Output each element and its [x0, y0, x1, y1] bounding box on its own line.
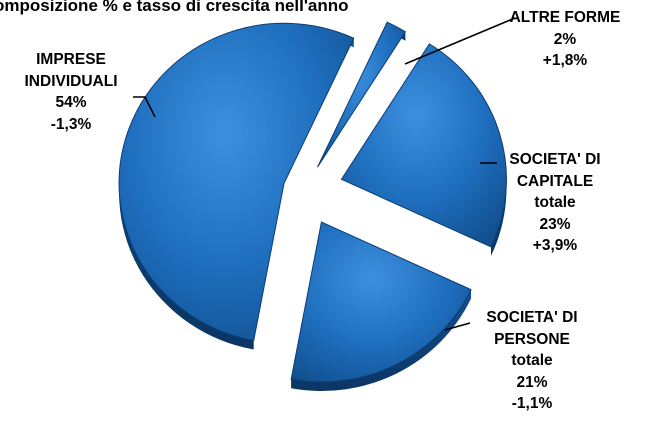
slice-name-line2: PERSONE — [494, 330, 570, 348]
slice-label-societa-capitale: SOCIETA' DI CAPITALE totale 23% +3,9% — [500, 149, 610, 257]
slice-percent: 21% — [516, 373, 548, 391]
slice-name: SOCIETA' DI — [509, 151, 601, 168]
slice-label-imprese-individuali: IMPRESE INDIVIDUALI 54% -1,3% — [6, 49, 136, 135]
chart-title: omposizione % e tasso di crescita nell'a… — [0, 0, 349, 15]
slice-growth: +1,8% — [542, 52, 588, 69]
slice-name-line2: CAPITALE — [516, 172, 594, 190]
slice-name-line3: totale — [511, 352, 553, 369]
slice-label-societa-persone: SOCIETA' DI PERSONE totale 21% -1,1% — [478, 307, 586, 415]
pie-slices — [118, 21, 507, 383]
leader-line-2 — [444, 322, 471, 331]
pie-slice-0 — [316, 21, 407, 168]
pie-slice-3 — [118, 22, 355, 342]
leader-lines — [133, 17, 516, 331]
slice-growth: -1,3% — [50, 115, 92, 133]
slice-percent: 54% — [55, 94, 87, 111]
pie-slice-1 — [340, 43, 507, 248]
slice-growth: +3,9% — [532, 237, 578, 254]
pie-slice-side-2 — [291, 289, 471, 392]
leader-line-0 — [404, 17, 516, 65]
pie-slice-2 — [290, 221, 472, 383]
pie-slice-side-1 — [429, 43, 507, 256]
leader-line-3 — [133, 96, 156, 118]
slice-growth: -1,1% — [511, 395, 553, 412]
slice-name: ALTRE FORME — [509, 9, 621, 26]
slice-name-line3: totale — [534, 194, 576, 211]
slice-name: SOCIETA' DI — [486, 309, 578, 326]
slice-name-line2: INDIVIDUALI — [24, 72, 118, 90]
slice-percent: 2% — [553, 30, 577, 48]
slice-name: IMPRESE — [36, 51, 106, 68]
slice-label-altre-forme: ALTRE FORME 2% +1,8% — [505, 7, 625, 72]
slice-percent: 23% — [539, 215, 571, 233]
